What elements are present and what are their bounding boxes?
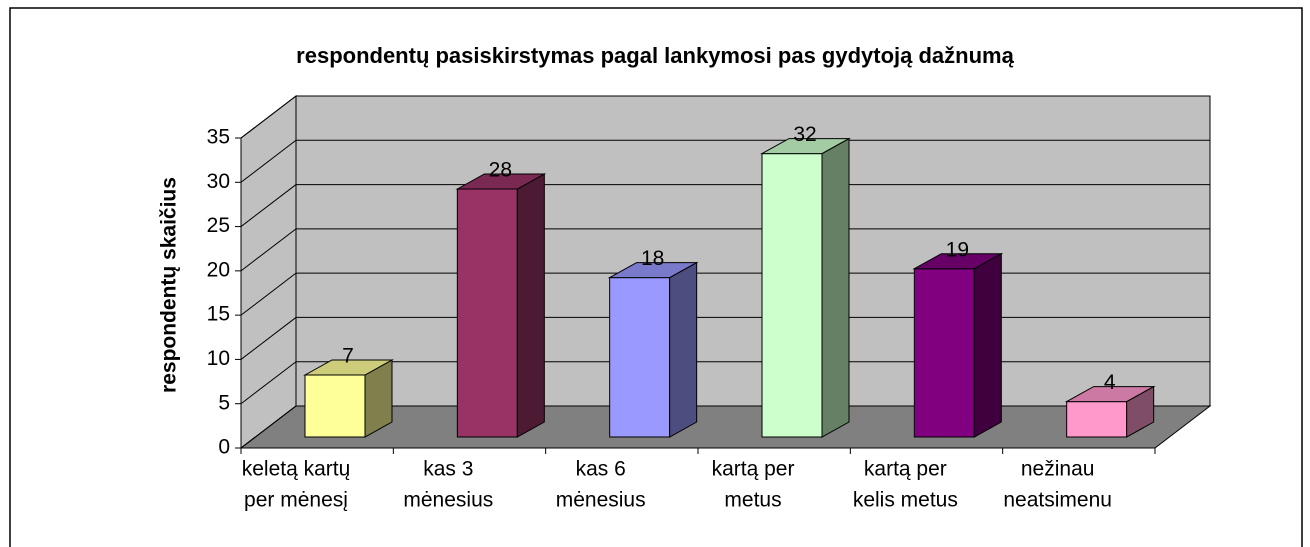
value-label: 28 xyxy=(489,159,512,182)
x-tick-label: kartą per xyxy=(864,458,947,481)
value-label: 4 xyxy=(1104,371,1116,394)
grid-line xyxy=(240,272,297,316)
bar xyxy=(760,137,851,438)
x-tick-label: kartą per xyxy=(712,458,795,481)
bar xyxy=(1064,385,1156,438)
bar-front xyxy=(456,188,518,438)
grid-line xyxy=(240,95,297,139)
bar-top xyxy=(607,262,699,279)
x-tick-label: neatsimenu xyxy=(1003,489,1112,512)
value-label: 7 xyxy=(342,345,354,368)
bar xyxy=(607,261,699,438)
bar-front xyxy=(761,153,823,438)
bar-side xyxy=(669,261,698,438)
bar-side xyxy=(973,252,1002,438)
y-tick-label: 30 xyxy=(207,170,230,193)
bar-front xyxy=(609,277,671,438)
bar-front xyxy=(913,268,975,438)
bar-side xyxy=(516,173,545,438)
grid-line xyxy=(240,139,297,183)
x-tick-label: kas 3 xyxy=(423,458,473,481)
chart-title: respondentų pasiskirstymas pagal lankymo… xyxy=(296,43,1014,68)
grid-line xyxy=(240,184,297,227)
y-tick-label: 0 xyxy=(218,436,230,459)
bar-front xyxy=(1066,401,1128,438)
y-tick-label: 35 xyxy=(207,126,230,149)
y-tick-label: 25 xyxy=(207,214,230,237)
y-tick-label: 10 xyxy=(207,347,230,370)
value-label: 32 xyxy=(793,123,816,146)
y-tick-label: 5 xyxy=(218,391,230,414)
bar-top xyxy=(760,138,851,155)
x-tick-label: kelis metus xyxy=(853,489,958,512)
x-tick-label: keletą kartų xyxy=(242,458,351,481)
y-axis-title: respondentų skaičius xyxy=(158,177,181,393)
y-tick-label: 15 xyxy=(207,303,230,326)
grid-line xyxy=(240,317,297,360)
bar-side xyxy=(821,137,850,438)
x-tick-label: metus xyxy=(724,489,781,512)
grid-line xyxy=(240,228,297,272)
side-wall xyxy=(240,94,297,450)
bar-front xyxy=(304,374,366,438)
x-tick-label: mėnesius xyxy=(556,489,646,512)
x-tick-label: mėnesius xyxy=(403,489,493,512)
bar xyxy=(912,252,1004,438)
bar-top xyxy=(912,253,1004,270)
x-tick-label: nežinau xyxy=(1021,458,1095,481)
grid-line xyxy=(240,361,297,405)
bar-top xyxy=(1064,386,1156,403)
bar xyxy=(303,359,394,438)
bar-top xyxy=(303,359,394,376)
x-tick-label: kas 6 xyxy=(576,458,626,481)
grid-line xyxy=(240,405,297,449)
y-tick-label: 20 xyxy=(207,258,230,281)
value-label: 18 xyxy=(641,247,664,270)
back-wall xyxy=(295,95,1211,407)
value-label: 19 xyxy=(946,238,969,261)
bar-top xyxy=(455,173,547,190)
bar xyxy=(455,173,547,438)
x-tick-label: per mėnesį xyxy=(244,489,348,512)
